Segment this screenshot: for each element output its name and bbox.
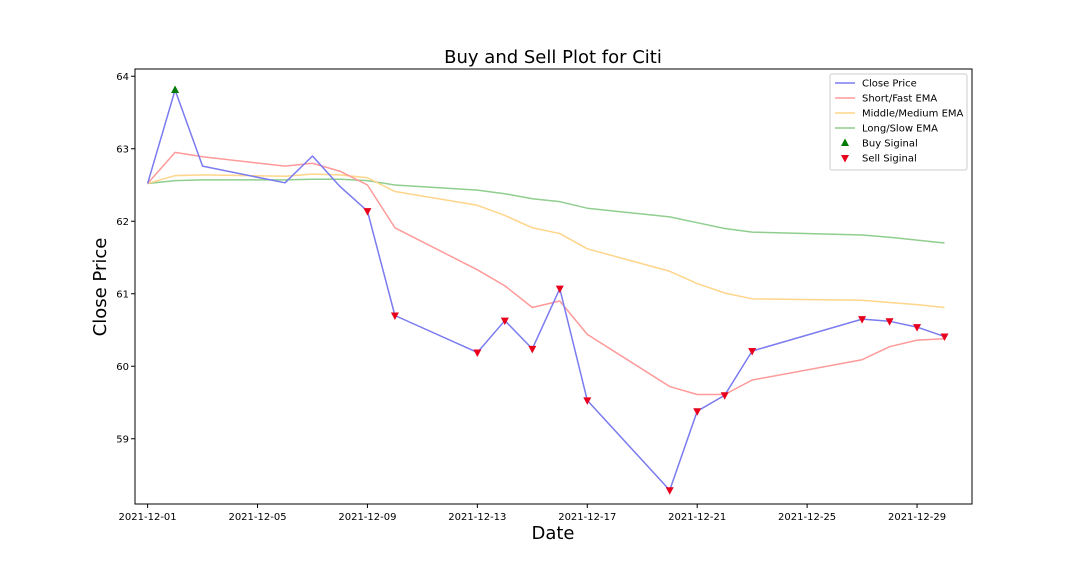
legend-label-close-price: Close Price (862, 79, 917, 90)
series-line-short-fast-ema (147, 151, 945, 396)
sell-signal-marker (940, 333, 949, 342)
x-axis: 2021-12-01 2021-12-05 2021-12-09 2021-12-13… (119, 504, 946, 523)
sell-signal-marker (473, 349, 482, 357)
x-tick-label: 2021-12-01 (119, 512, 177, 523)
chart-title: Buy and Sell Plot for Citi (444, 47, 662, 68)
legend-label-buy-siginal: Buy Siginal (862, 139, 918, 150)
legend-swatch-sell-siginal (841, 155, 849, 163)
x-tick-label: 2021-12-05 (228, 512, 286, 523)
sell-signal-marker (583, 397, 592, 405)
marker-layer (171, 85, 949, 495)
y-tick-label: 60 (116, 362, 129, 373)
legend-label-sell-siginal: Sell Siginal (862, 154, 917, 165)
sell-signal-marker (748, 348, 757, 356)
sell-signal-marker (913, 324, 922, 332)
sell-signal-marker (390, 312, 399, 320)
x-tick-label: 2021-12-13 (448, 512, 506, 523)
buy-signal-marker (171, 85, 180, 94)
y-tick-label: 61 (116, 289, 129, 300)
y-tick-label: 59 (116, 434, 129, 445)
x-axis-label: Date (531, 523, 574, 544)
x-tick-label: 2021-12-09 (338, 512, 396, 523)
x-tick-label: 2021-12-25 (778, 512, 836, 523)
x-tick-label: 2021-12-29 (888, 512, 946, 523)
sell-signal-marker (720, 392, 729, 400)
legend-swatch-buy-siginal (841, 138, 849, 146)
legend-label-long-slow-ema: Long/Slow EMA (862, 124, 938, 135)
series-line-long-slow-ema (147, 178, 945, 244)
legend-box (829, 73, 968, 171)
sell-signal-marker (500, 317, 509, 326)
sell-signal-marker (693, 408, 702, 416)
y-tick-label: 64 (116, 72, 129, 83)
y-axis: 59 60 61 62 63 64 (116, 72, 135, 445)
x-tick-label: 2021-12-21 (668, 512, 726, 523)
sell-signal-marker (858, 316, 867, 324)
sell-signal-marker (363, 208, 372, 216)
series-line-middle-medium-ema (147, 173, 945, 309)
legend-label-short-fast-ema: Short/Fast EMA (862, 94, 937, 105)
legend-label-middle-medium-ema: Middle/Medium EMA (862, 109, 964, 120)
y-tick-label: 62 (116, 217, 129, 228)
y-axis-label: Close Price (90, 238, 111, 337)
sell-signal-marker (885, 318, 894, 326)
sell-signal-marker (665, 487, 674, 495)
sell-signal-marker (528, 345, 537, 354)
y-tick-label: 63 (116, 144, 129, 155)
sell-signal-marker (555, 285, 564, 294)
x-tick-label: 2021-12-17 (558, 512, 616, 523)
legend: Close Price Short/Fast EMA Middle/Medium E… (829, 73, 968, 171)
